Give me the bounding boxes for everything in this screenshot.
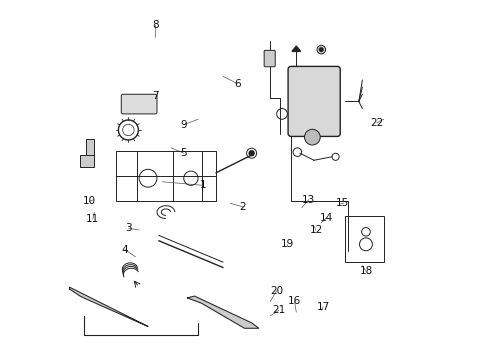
Circle shape [248,151,254,156]
Text: 5: 5 [180,148,187,158]
Circle shape [304,129,320,145]
Text: 1: 1 [200,180,206,190]
Text: 3: 3 [125,223,131,233]
Text: 2: 2 [239,202,245,212]
Text: 4: 4 [122,245,128,255]
Text: 12: 12 [309,225,322,235]
Text: 16: 16 [287,296,301,306]
Polygon shape [291,46,300,51]
Bar [344,216,383,262]
Text: 11: 11 [86,214,99,224]
Text: 22: 22 [369,118,383,128]
Circle shape [316,45,325,54]
Text: 18: 18 [359,266,372,276]
Text: 7: 7 [152,91,158,101]
Text: 6: 6 [234,78,240,89]
Text: 13: 13 [302,195,315,204]
FancyBboxPatch shape [121,94,157,114]
Text: 9: 9 [180,120,187,130]
FancyBboxPatch shape [287,66,340,136]
Text: 10: 10 [82,197,96,206]
Text: 21: 21 [272,305,285,315]
Text: 20: 20 [269,286,283,296]
Polygon shape [187,296,258,328]
Text: 8: 8 [152,19,158,30]
Bar [85,139,94,155]
Text: 17: 17 [316,302,329,312]
Circle shape [319,48,323,51]
Bar [80,155,94,167]
Text: 14: 14 [319,212,333,222]
Text: 19: 19 [280,239,293,249]
FancyBboxPatch shape [264,50,275,67]
Text: 15: 15 [335,198,348,208]
Polygon shape [69,287,148,327]
